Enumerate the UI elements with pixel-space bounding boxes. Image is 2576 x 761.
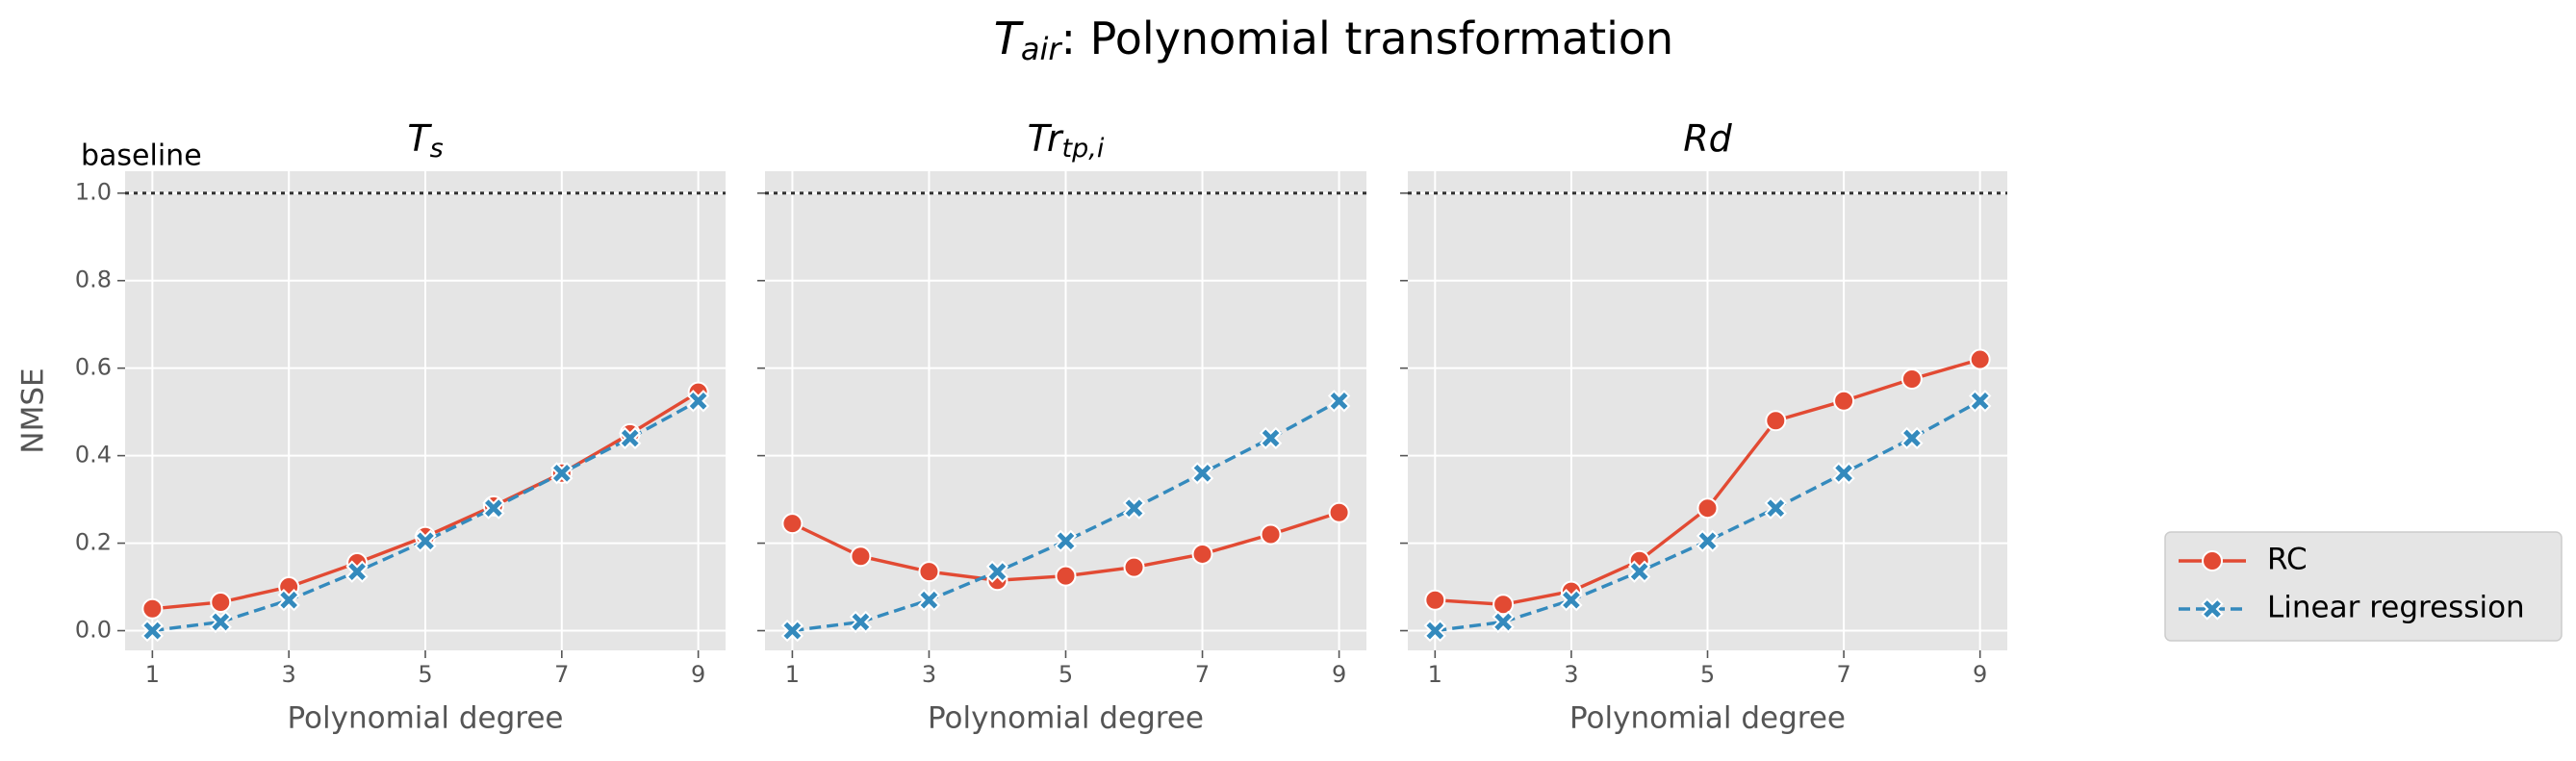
marker	[1054, 529, 1078, 552]
marker	[1492, 594, 1515, 616]
marker	[1423, 619, 1446, 643]
y-axis-label: NMSE	[16, 368, 51, 453]
subplot-title-base: Tr	[1028, 117, 1064, 160]
subplot-title-sub: tp,i	[1062, 134, 1105, 164]
y-tick-label: 1.0	[75, 179, 112, 206]
x-tick-label: 7	[554, 661, 569, 688]
marker	[1764, 496, 1787, 520]
subplot-title-sub: s	[430, 134, 444, 164]
title-rest: : Polynomial transformation	[1061, 13, 1674, 64]
legend-box	[2164, 531, 2563, 642]
x-axis-label: Polynomial degree	[1569, 701, 1846, 736]
x-tick-label: 1	[785, 661, 800, 688]
x-tick-label: 5	[1058, 661, 1073, 688]
marker	[277, 589, 300, 612]
marker	[1765, 410, 1787, 432]
marker	[1696, 529, 1720, 552]
series-line	[152, 399, 700, 633]
baseline-label: baseline	[81, 140, 202, 173]
subplot-title: Rd	[1683, 117, 1732, 160]
marker	[918, 561, 940, 583]
x-tick-label: 9	[691, 661, 705, 688]
marker	[1900, 426, 1924, 450]
x-tick-label: 7	[1195, 661, 1210, 688]
marker	[1969, 348, 1991, 370]
x-tick-label: 3	[922, 661, 936, 688]
marker	[781, 513, 803, 535]
marker	[780, 619, 804, 643]
x-tick-label: 5	[1700, 661, 1715, 688]
title-sub: air	[1021, 31, 1063, 67]
marker	[1900, 368, 1923, 391]
x-tick-label: 9	[1332, 661, 1346, 688]
marker	[1628, 560, 1651, 583]
marker	[1328, 501, 1350, 523]
marker	[482, 496, 505, 520]
marker	[1833, 390, 1855, 412]
marker	[1123, 556, 1145, 578]
legend-label: Linear regression	[2267, 591, 2525, 625]
figure-title: Tair: Polynomial transformation	[994, 13, 1673, 68]
legend-label: RC	[2267, 543, 2308, 577]
marker	[1259, 426, 1283, 450]
y-tick-label: 0.4	[75, 442, 112, 469]
legend-marker	[2202, 550, 2223, 571]
x-tick-label: 3	[1564, 661, 1578, 688]
x-tick-label: 3	[282, 661, 296, 688]
x-tick-label: 5	[418, 661, 432, 688]
marker	[1260, 523, 1282, 545]
subplot-title: Trtp,i	[1028, 117, 1105, 164]
marker	[345, 560, 369, 583]
subplot-title-base: T	[407, 117, 432, 160]
y-tick-label: 0.2	[75, 529, 112, 556]
x-tick-label: 1	[1428, 661, 1442, 688]
y-tick-label: 0.0	[75, 617, 112, 644]
marker	[1122, 496, 1146, 520]
marker	[1190, 462, 1214, 485]
title-base: T	[994, 13, 1025, 64]
series-line	[792, 399, 1340, 633]
marker	[210, 591, 232, 613]
marker	[850, 545, 872, 568]
y-tick-label: 0.8	[75, 266, 112, 293]
x-tick-label: 1	[145, 661, 160, 688]
x-axis-label: Polynomial degree	[928, 701, 1204, 736]
marker	[619, 426, 642, 450]
marker	[1560, 589, 1583, 612]
marker	[686, 390, 710, 413]
subplot-title-base: Rd	[1683, 117, 1732, 160]
marker	[1492, 610, 1515, 634]
marker	[550, 462, 574, 485]
marker	[414, 529, 437, 552]
y-tick-label: 0.6	[75, 354, 112, 381]
marker	[140, 619, 165, 643]
legend-marker	[2201, 597, 2224, 621]
marker	[985, 560, 1009, 583]
marker	[1191, 543, 1213, 565]
x-tick-label: 7	[1836, 661, 1850, 688]
marker	[1424, 589, 1446, 611]
marker	[1832, 462, 1855, 485]
marker	[1327, 390, 1351, 413]
marker	[209, 610, 232, 634]
marker	[849, 610, 873, 634]
marker	[141, 597, 164, 620]
subplot-title: Ts	[407, 117, 443, 164]
marker	[1055, 565, 1077, 587]
marker	[917, 589, 941, 612]
marker	[1696, 497, 1719, 520]
x-tick-label: 9	[1973, 661, 1987, 688]
x-axis-label: Polynomial degree	[287, 701, 563, 736]
series-line	[1435, 399, 1981, 633]
marker	[1969, 390, 1992, 413]
